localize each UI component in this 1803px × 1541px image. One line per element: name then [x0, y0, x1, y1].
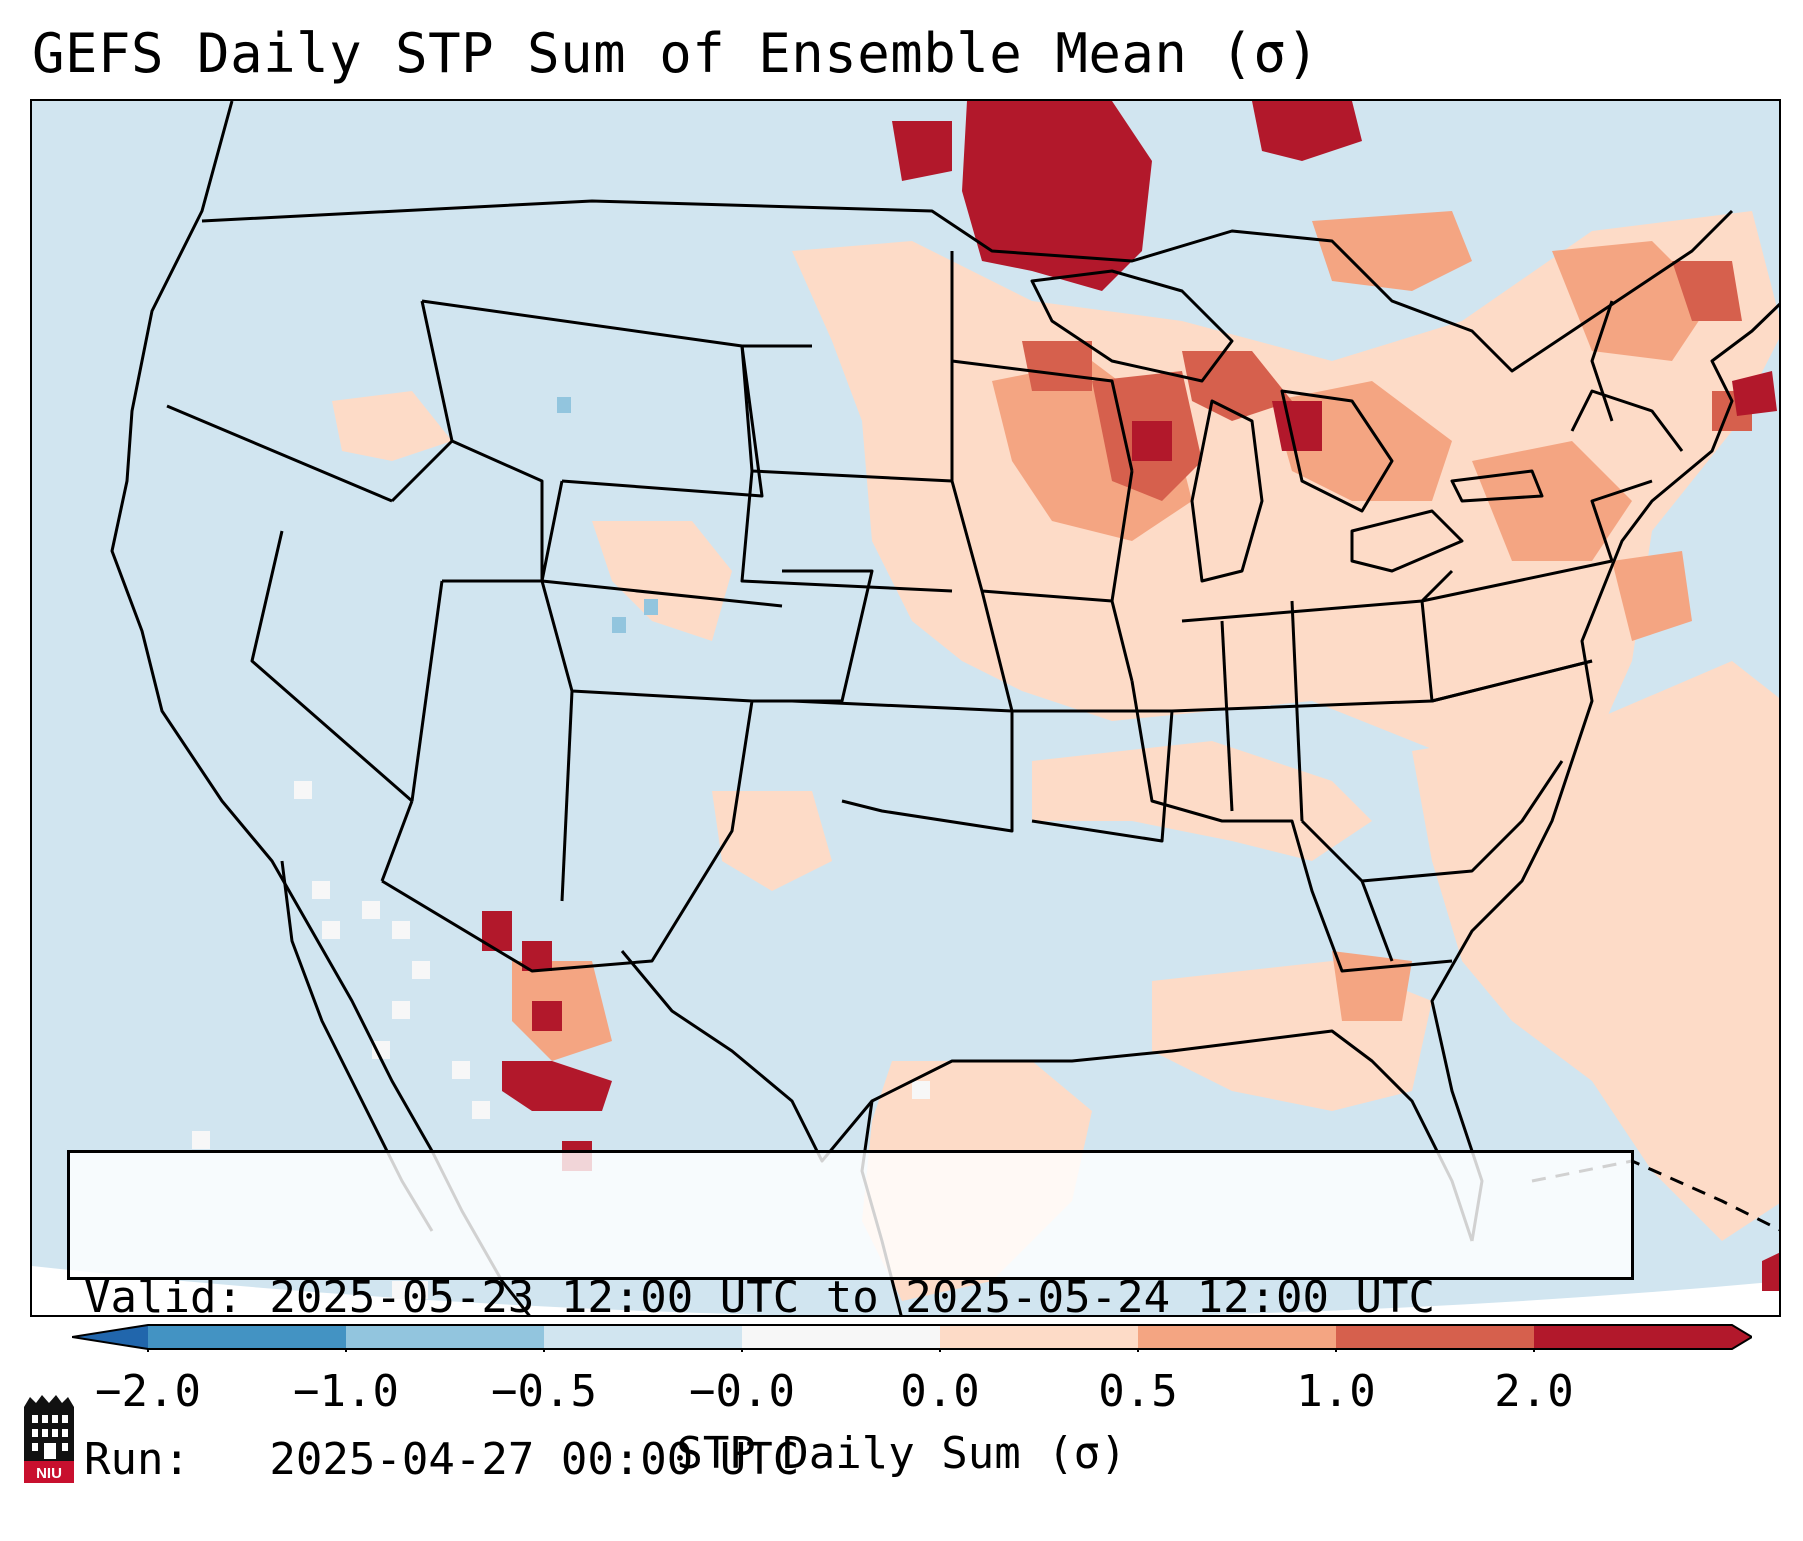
- colorbar-tick-label: −0.5: [491, 1366, 597, 1417]
- colorbar-over-extension: [1732, 1325, 1752, 1349]
- chart-title: GEFS Daily STP Sum of Ensemble Mean (σ): [32, 22, 1320, 85]
- lake-ontario: [1450, 469, 1544, 503]
- projection-edge: [32, 1266, 1779, 1315]
- colorbar-tick-label: 0.0: [900, 1366, 980, 1417]
- colorbar-segment: [148, 1325, 347, 1349]
- lake-erie: [1350, 509, 1464, 573]
- colorbar-tick-label: −0.0: [689, 1366, 795, 1417]
- colorbar: [72, 1324, 1752, 1352]
- canada-us-border: [201, 199, 1734, 373]
- map-canvas: [32, 101, 1779, 1315]
- colorbar-segment: [742, 1325, 941, 1349]
- atlantic-coastline: [1430, 302, 1779, 1242]
- gulf-coastline: [620, 950, 1474, 1242]
- lake-michigan: [1190, 399, 1264, 583]
- west-coastline: [110, 101, 531, 1315]
- colorbar-tick-label: 2.0: [1494, 1366, 1574, 1417]
- colorbar-tick-label: 0.5: [1098, 1366, 1178, 1417]
- colorbar-segment: [1138, 1325, 1337, 1349]
- colorbar-label: STP Daily Sum (σ): [676, 1428, 1127, 1479]
- niu-logo-text: NIU: [36, 1465, 62, 1482]
- stp-anomaly-field: [192, 101, 1779, 1301]
- valid-time-text: Valid: 2025-05-23 12:00 UTC to 2025-05-2…: [84, 1272, 1436, 1323]
- colorbar-segment: [1534, 1325, 1733, 1349]
- map-panel: [30, 99, 1781, 1317]
- run-time-text: Run: 2025-04-27 00:00 UTC: [84, 1434, 800, 1485]
- colorbar-segment: [346, 1325, 545, 1349]
- valid-run-info-box: Valid: 2025-05-23 12:00 UTC to 2025-05-2…: [67, 1150, 1634, 1485]
- colorbar-tick-label: −1.0: [293, 1366, 399, 1417]
- colorbar-tick-label: 1.0: [1296, 1366, 1376, 1417]
- colorbar-segment: [1336, 1325, 1535, 1349]
- colorbar-segment: [940, 1325, 1139, 1349]
- colorbar-tick-label: −2.0: [95, 1366, 201, 1417]
- lake-superior: [1030, 269, 1234, 383]
- lake-huron: [1280, 389, 1394, 513]
- colorbar-segment: [544, 1325, 743, 1349]
- colorbar-under-extension: [72, 1325, 148, 1349]
- niu-logo-icon: [24, 1395, 74, 1483]
